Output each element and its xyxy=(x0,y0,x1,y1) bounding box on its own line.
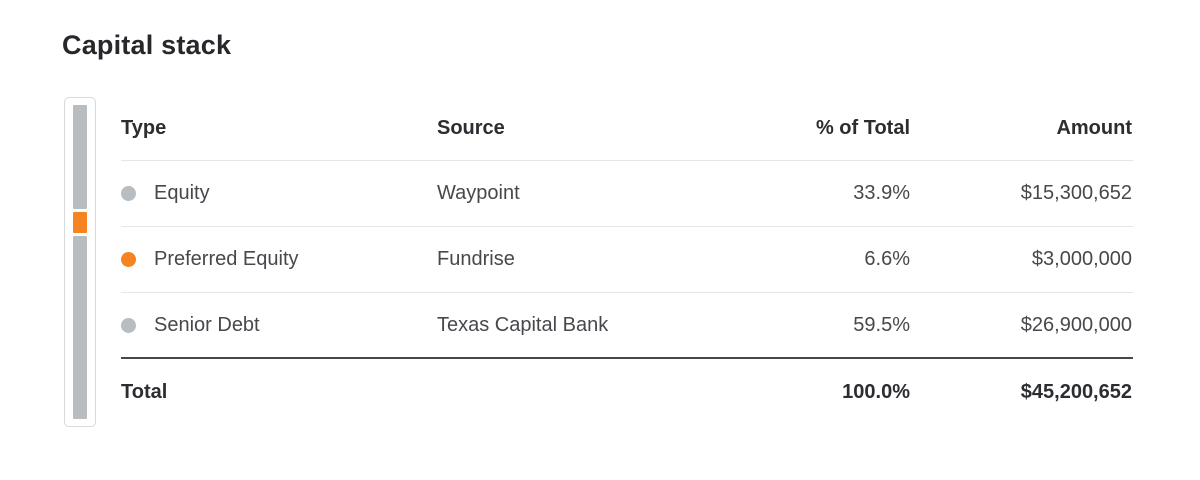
row-type-label: Equity xyxy=(154,182,210,204)
row-source: Waypoint xyxy=(437,182,520,204)
total-label: Total xyxy=(121,380,168,403)
row-amount: $26,900,000 xyxy=(1020,313,1132,336)
row-type-label: Preferred Equity xyxy=(154,248,299,270)
total-amount: $45,200,652 xyxy=(1020,380,1132,403)
capital-stack-section: Type Source % of Total Amount Equity Way… xyxy=(64,97,1133,427)
total-pct: 100.0% xyxy=(842,380,910,403)
capital-stack-table: Type Source % of Total Amount Equity Way… xyxy=(121,97,1133,427)
col-header-type: Type xyxy=(121,117,167,139)
table-row: Equity Waypoint 33.9% $15,300,652 xyxy=(121,161,1133,227)
col-header-amount: Amount xyxy=(1056,117,1132,139)
row-type-label: Senior Debt xyxy=(154,313,260,336)
capital-stack-bar xyxy=(64,97,96,427)
preferred-equity-dot-icon xyxy=(121,252,136,267)
stacked-bar xyxy=(73,105,87,419)
row-source: Fundrise xyxy=(437,248,515,270)
table-header-row: Type Source % of Total Amount xyxy=(121,97,1133,161)
page-title: Capital stack xyxy=(62,30,232,60)
row-pct: 6.6% xyxy=(864,248,910,270)
stack-segment-equity xyxy=(73,105,87,210)
row-pct: 33.9% xyxy=(853,182,910,204)
senior-debt-dot-icon xyxy=(121,317,136,333)
row-amount: $3,000,000 xyxy=(1031,248,1132,270)
stack-segment-preferred-equity xyxy=(73,212,87,233)
table-row: Senior Debt Texas Capital Bank 59.5% $26… xyxy=(121,293,1133,359)
row-source: Texas Capital Bank xyxy=(437,313,609,336)
stack-segment-senior-debt xyxy=(73,235,87,419)
row-amount: $15,300,652 xyxy=(1020,182,1132,204)
col-header-pct: % of Total xyxy=(815,117,910,139)
table-total-row: Total 100.0% $45,200,652 xyxy=(121,359,1133,425)
col-header-source: Source xyxy=(437,117,505,139)
row-pct: 59.5% xyxy=(853,313,910,336)
table-row: Preferred Equity Fundrise 6.6% $3,000,00… xyxy=(121,227,1133,293)
equity-dot-icon xyxy=(121,186,136,201)
